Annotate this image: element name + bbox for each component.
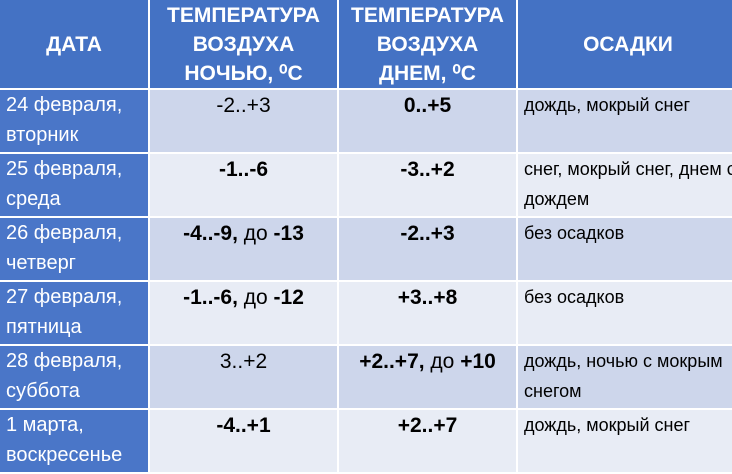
day-temp-cell: 0..+5 bbox=[339, 90, 516, 152]
date-line: четверг bbox=[6, 252, 76, 274]
precip-cell: дождь, мокрый снег bbox=[518, 90, 732, 152]
date-line: суббота bbox=[6, 380, 80, 402]
night-temp-cell: -1..-6, до -12 bbox=[150, 282, 337, 344]
precip-cell: дождь, ночью с мокрым снегом bbox=[518, 346, 732, 408]
night-temp-cell: -4..-9, до -13 bbox=[150, 218, 337, 280]
day-temp-cell: +2..+7 bbox=[339, 410, 516, 472]
header-cell: ОСАДКИ bbox=[518, 0, 732, 88]
header-row: ДАТА ТЕМПЕРАТУРА ВОЗДУХА НОЧЬЮ, ⁰С ТЕМПЕРАТУ… bbox=[0, 0, 732, 88]
day-temp-cell: +2..+7, до +10 bbox=[339, 346, 516, 408]
day-temp-cell: +3..+8 bbox=[339, 282, 516, 344]
temp-text: -3..+2 bbox=[400, 158, 455, 181]
temp-text: 0..+5 bbox=[403, 94, 452, 117]
night-temp-cell: 3..+2 bbox=[150, 346, 337, 408]
header-line: ТЕМПЕРАТУРА bbox=[167, 3, 320, 27]
precip-cell: без осадков bbox=[518, 218, 732, 280]
temp-text: до bbox=[237, 286, 274, 309]
date-line: 1 марта, bbox=[6, 414, 84, 436]
table-row: 25 февраля, среда -1..-6 -3..+2 снег, мокрый… bbox=[0, 154, 732, 216]
date-cell: 26 февраля, четверг bbox=[0, 218, 148, 280]
night-temp-cell: -2..+3 bbox=[150, 90, 337, 152]
header-line: ОСАДКИ bbox=[583, 32, 673, 56]
temp-text: -13 bbox=[273, 222, 304, 245]
temp-text: -12 bbox=[273, 286, 304, 309]
header-line: ДАТА bbox=[46, 32, 102, 56]
precip-cell: дождь, мокрый снег bbox=[518, 410, 732, 472]
header-line: ДНЕМ, ⁰С bbox=[379, 61, 476, 85]
date-line: среда bbox=[6, 188, 61, 210]
night-temp-cell: -4..+1 bbox=[150, 410, 337, 472]
night-temp-cell: -1..-6 bbox=[150, 154, 337, 216]
date-line: пятница bbox=[6, 316, 82, 338]
date-line: 25 февраля, bbox=[6, 158, 123, 180]
header-line: ВОЗДУХА bbox=[192, 32, 295, 56]
date-line: вторник bbox=[6, 124, 79, 146]
date-line: воскресенье bbox=[6, 444, 123, 466]
table-row: 26 февраля, четверг -4..-9, до -13 -2..+3 бе… bbox=[0, 218, 732, 280]
temp-text: -4..-9, bbox=[183, 222, 238, 245]
temp-text: -1..-6 bbox=[218, 158, 268, 181]
temp-text: +2..+7 bbox=[397, 414, 458, 437]
header-cell: ДАТА bbox=[0, 0, 148, 88]
table-row: 27 февраля, пятница -1..-6, до -12 +3..+8 бе… bbox=[0, 282, 732, 344]
temp-text: +10 bbox=[460, 350, 496, 373]
date-cell: 24 февраля, вторник bbox=[0, 90, 148, 152]
date-cell: 25 февраля, среда bbox=[0, 154, 148, 216]
temp-text: -2..+3 bbox=[216, 94, 271, 117]
temp-text: +3..+8 bbox=[397, 286, 458, 309]
temp-text: -1..-6, bbox=[183, 286, 238, 309]
header-cell: ТЕМПЕРАТУРА ВОЗДУХА ДНЕМ, ⁰С bbox=[339, 0, 516, 88]
date-cell: 1 марта, воскресенье bbox=[0, 410, 148, 472]
table-row: 24 февраля, вторник -2..+3 0..+5 дождь, мокр… bbox=[0, 90, 732, 152]
temp-text: 3..+2 bbox=[219, 350, 268, 373]
date-line: 27 февраля, bbox=[6, 286, 123, 308]
header-line: ТЕМПЕРАТУРА bbox=[351, 3, 504, 27]
header-line: ВОЗДУХА bbox=[376, 32, 479, 56]
table-row: 28 февраля, суббота 3..+2 +2..+7, до +10 дож… bbox=[0, 346, 732, 408]
precip-cell: снег, мокрый снег, днем с дождем bbox=[518, 154, 732, 216]
temp-text: +2..+7, bbox=[359, 350, 425, 373]
date-line: 28 февраля, bbox=[6, 350, 123, 372]
precip-cell: без осадков bbox=[518, 282, 732, 344]
table-body: 24 февраля, вторник -2..+3 0..+5 дождь, мокр… bbox=[0, 90, 732, 472]
temp-text: до bbox=[237, 222, 274, 245]
date-cell: 27 февраля, пятница bbox=[0, 282, 148, 344]
date-line: 24 февраля, bbox=[6, 94, 123, 116]
day-temp-cell: -3..+2 bbox=[339, 154, 516, 216]
header-cell: ТЕМПЕРАТУРА ВОЗДУХА НОЧЬЮ, ⁰С bbox=[150, 0, 337, 88]
temp-text: -2..+3 bbox=[400, 222, 455, 245]
table-row: 1 марта, воскресенье -4..+1 +2..+7 дождь, мо… bbox=[0, 410, 732, 472]
date-line: 26 февраля, bbox=[6, 222, 123, 244]
temp-text: до bbox=[424, 350, 461, 373]
header-line: НОЧЬЮ, ⁰С bbox=[184, 61, 303, 85]
day-temp-cell: -2..+3 bbox=[339, 218, 516, 280]
temp-text: -4..+1 bbox=[216, 414, 271, 437]
date-cell: 28 февраля, суббота bbox=[0, 346, 148, 408]
